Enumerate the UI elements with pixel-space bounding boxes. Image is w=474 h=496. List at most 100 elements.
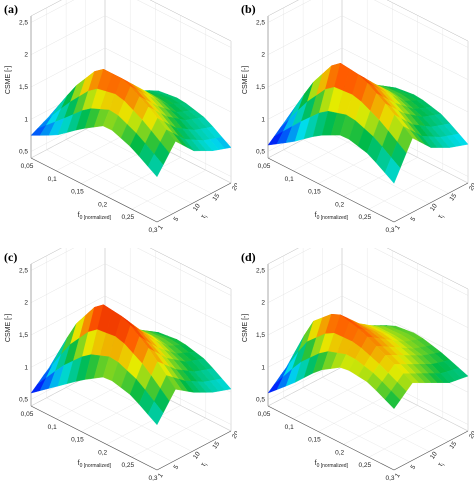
x-tick-label: 0,2 [98, 449, 107, 456]
tau-tick-label: 15 [448, 192, 458, 202]
surface-patch [147, 153, 164, 178]
z-tick-label: 1,5 [256, 332, 265, 339]
tau-tick-label: 10 [429, 202, 439, 212]
tau-gridline [65, 0, 193, 204]
panel-label: (b) [241, 2, 256, 16]
z-tick-label: 2 [24, 300, 28, 307]
x-tick-label: 0,3 [148, 227, 157, 234]
panel-b: 0,5 1 1,5 2 2,5 0,05 0,1 0,15 0,2 0,25 0,3 1 5 10 15 20… [237, 0, 474, 248]
tau-tick-label: 20 [231, 430, 237, 440]
z-tick-label: 2 [24, 52, 28, 59]
z-tick-label: 2,5 [19, 268, 28, 275]
tau-gridline [283, 255, 410, 462]
z-tick-label: 0,5 [19, 397, 28, 404]
tau-axis-label: τi [437, 213, 447, 221]
z-tick-label: 1 [261, 116, 265, 123]
tau-tick-label: 5 [410, 464, 418, 471]
tau-tick-label: 5 [410, 216, 418, 223]
z-tick-label: 1,5 [19, 84, 28, 91]
tau-tick-label: 10 [429, 450, 439, 460]
z-gridline [30, 0, 232, 48]
z-axis-label: CSME [-] [242, 314, 249, 342]
surface [30, 304, 232, 426]
z-axis-label: CSME [-] [242, 66, 249, 94]
x-tick-label: 0,15 [71, 437, 84, 444]
tau-tick-label: 10 [192, 202, 202, 212]
z-axis-label: CSME [-] [5, 314, 12, 342]
surface [267, 62, 469, 184]
tau-tick-label: 20 [468, 430, 474, 440]
surface-plot-c: 0,511,522,50,050,10,150,20,250,3 15101520… [5, 248, 237, 482]
x-tick-label: 0,05 [21, 163, 34, 170]
z-tick-label: 2 [261, 300, 265, 307]
x-axis-line [267, 405, 395, 471]
z-tick-label: 0,5 [256, 397, 265, 404]
panel-d: 0,5 1 1,5 2 2,5 0,05 0,1 0,15 0,2 0,25 0,3 1 5 10 15 20… [237, 248, 474, 496]
z-tick-label: 2 [261, 52, 265, 59]
panel-a: 0,5 1 1,5 2 2,5 0,05 0,1 0,15 0,2 0,25 0,3 1 5 10 15 20… [0, 0, 237, 248]
z-tick-label: 0,5 [256, 149, 265, 156]
z-tick-label: 2,5 [256, 20, 265, 27]
tau-axis-line [393, 430, 469, 471]
tau-tick-label: 1 [394, 224, 402, 231]
z-gridline [30, 248, 232, 296]
tau-tick-label: 5 [173, 216, 181, 223]
tau-tick-label: 15 [448, 440, 458, 450]
z-tick-label: 1,5 [256, 84, 265, 91]
x-tick-label: 0,15 [71, 189, 84, 196]
x-axis-line [30, 157, 158, 223]
tau-gridline [46, 7, 173, 214]
surface-plot-a: 0,511,522,50,050,10,150,20,250,3 15101520… [5, 0, 237, 234]
z-gridline [267, 263, 469, 328]
x-axis-line [267, 157, 395, 223]
x-tick-label: 0,15 [308, 437, 321, 444]
tau-axis-label: τi [200, 213, 210, 221]
surface-patch [384, 390, 401, 410]
tau-tick-label: 20 [231, 182, 237, 192]
x-axis-label: f0 [normalized] [78, 460, 112, 469]
x-tick-label: 0,3 [385, 475, 394, 482]
surface [267, 313, 469, 410]
x-tick-label: 0,25 [121, 214, 134, 221]
z-tick-label: 1 [261, 364, 265, 371]
panel-label: (d) [241, 250, 256, 264]
tau-axis-label: τi [200, 461, 210, 469]
tau-gridline [302, 248, 430, 452]
x-tick-label: 0,05 [258, 163, 271, 170]
x-axis-line [30, 405, 158, 471]
tau-tick-label: 1 [157, 224, 165, 231]
z-axis-label: CSME [-] [5, 66, 12, 94]
x-axis-label: f0 [normalized] [78, 212, 112, 221]
x-tick-label: 0,1 [48, 176, 57, 183]
x-tick-label: 0,25 [358, 462, 371, 469]
x-tick-label: 0,2 [335, 449, 344, 456]
z-tick-label: 2,5 [19, 20, 28, 27]
z-tick-label: 1 [24, 364, 28, 371]
z-gridline [267, 0, 469, 48]
panel-label: (c) [4, 250, 18, 264]
tau-tick-label: 5 [173, 464, 181, 471]
x-tick-label: 0,05 [258, 411, 271, 418]
surface-plot-b: 0,511,522,50,050,10,150,20,250,3 15101520… [242, 0, 474, 234]
z-tick-label: 1,5 [19, 332, 28, 339]
panel-label: (a) [4, 2, 18, 16]
x-axis-label: f0 [normalized] [315, 460, 349, 469]
tau-tick-label: 15 [211, 192, 221, 202]
tau-gridline [283, 7, 410, 214]
surface-patch [147, 401, 164, 426]
z-gridline [30, 263, 232, 328]
x-tick-label: 0,2 [98, 201, 107, 208]
tau-tick-label: 15 [211, 440, 221, 450]
tau-gridline [322, 248, 449, 442]
tau-gridline [46, 255, 173, 462]
x-tick-label: 0,1 [285, 424, 294, 431]
x-tick-label: 0,25 [358, 214, 371, 221]
tau-tick-label: 1 [157, 472, 165, 479]
tau-gridline [302, 0, 430, 204]
tau-tick-label: 20 [468, 182, 474, 192]
panel-c: 0,5 1 1,5 2 2,5 0,05 0,1 0,15 0,2 0,25 0,3 1 5 10 15 20… [0, 248, 237, 496]
tau-axis-line [156, 430, 232, 471]
x-axis-label: f0 [normalized] [315, 212, 349, 221]
z-gridline [267, 248, 469, 296]
tau-axis-line [156, 182, 232, 223]
